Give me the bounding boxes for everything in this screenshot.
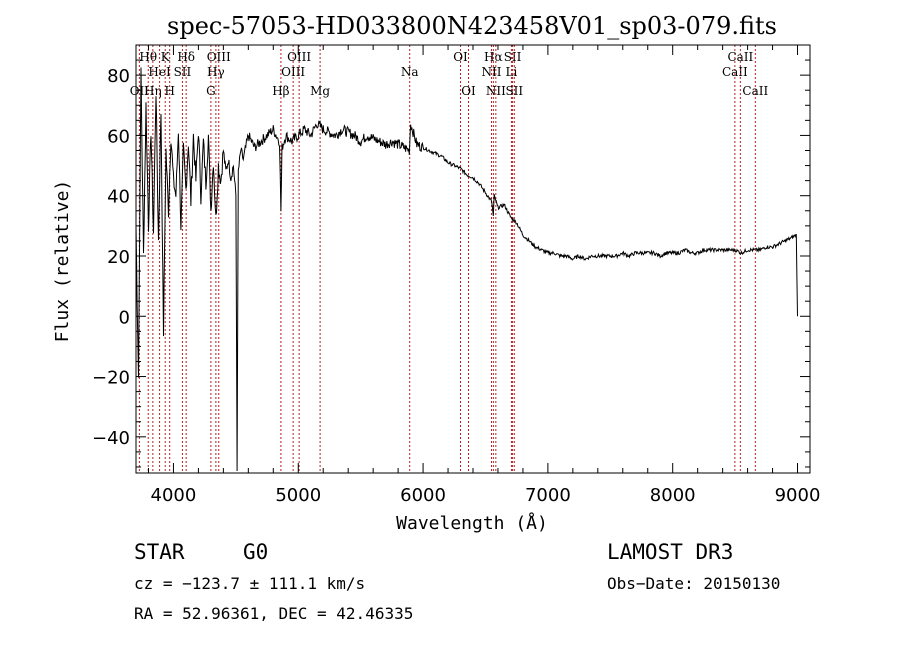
line-label-18: NII: [481, 65, 501, 79]
line-label-19: Hα: [484, 50, 503, 64]
line-label-11: Hβ: [272, 84, 289, 98]
y-tick-label-0: −40: [92, 428, 130, 449]
coordinates: RA = 52.96361, DEC = 42.46335: [134, 604, 414, 623]
axis-ticks: 4000 5000 6000 7000 8000 9000 −40 −20 0 20 40 60 80: [92, 45, 820, 506]
y-tick-label-3: 20: [107, 247, 130, 268]
spectral-line-markers: OIIHθHηHeIKHSIIHδGHγOIIIHβOIIIOIIIMgNaOI…: [130, 45, 768, 473]
y-tick-label-4: 40: [107, 187, 130, 208]
line-label-22: SII: [504, 50, 522, 64]
object-type: STAR: [134, 540, 185, 564]
x-tick-label-1: 5000: [275, 485, 321, 506]
x-tick-label-3: 7000: [525, 485, 571, 506]
line-label-5: H: [164, 84, 174, 98]
line-label-7: Hδ: [177, 50, 195, 64]
line-label-3: HeI: [148, 65, 171, 79]
line-label-20: NII: [486, 84, 506, 98]
line-label-21: Li: [506, 65, 518, 79]
subclass: G0: [243, 540, 269, 564]
observation-date: Obs−Date: 20150130: [607, 574, 781, 593]
line-label-12: OIII: [281, 65, 305, 79]
line-label-25: CaII: [727, 50, 753, 64]
spectrum-line: [135, 67, 798, 472]
line-label-14: Mg: [310, 84, 330, 98]
line-label-13: OIII: [287, 50, 311, 64]
x-tick-label-2: 6000: [400, 485, 446, 506]
line-label-24: CaII: [722, 65, 748, 79]
y-tick-label-2: 0: [119, 307, 130, 328]
line-label-8: G: [206, 84, 216, 98]
line-label-4: K: [161, 50, 171, 64]
x-tick-label-5: 9000: [775, 485, 821, 506]
spectrum-series: [135, 67, 798, 472]
line-label-10: OIII: [207, 50, 231, 64]
x-axis-label: Wavelength (Å): [396, 512, 548, 534]
line-label-23: SII: [505, 84, 523, 98]
redshift-velocity: cz = −123.7 ± 111.1 km/s: [134, 574, 366, 593]
chart-title: spec-57053-HD033800N423458V01_sp03-079.f…: [167, 12, 777, 40]
line-label-2: Hη: [144, 84, 162, 98]
y-tick-label-6: 80: [107, 66, 130, 87]
y-tick-label-1: −20: [92, 368, 130, 389]
x-tick-label-4: 8000: [650, 485, 696, 506]
line-label-6: SII: [174, 65, 192, 79]
y-tick-label-5: 60: [107, 126, 130, 147]
survey-name: LAMOST DR3: [607, 540, 734, 564]
line-label-16: OI: [453, 50, 468, 64]
line-label-1: Hθ: [139, 50, 157, 64]
line-label-26: CaII: [742, 84, 768, 98]
y-axis-label: Flux (relative): [52, 180, 73, 343]
x-tick-label-0: 4000: [151, 485, 197, 506]
line-label-9: Hγ: [207, 65, 225, 79]
line-label-17: OI: [461, 84, 476, 98]
line-label-0: OII: [130, 84, 150, 98]
line-label-15: Na: [401, 65, 419, 79]
